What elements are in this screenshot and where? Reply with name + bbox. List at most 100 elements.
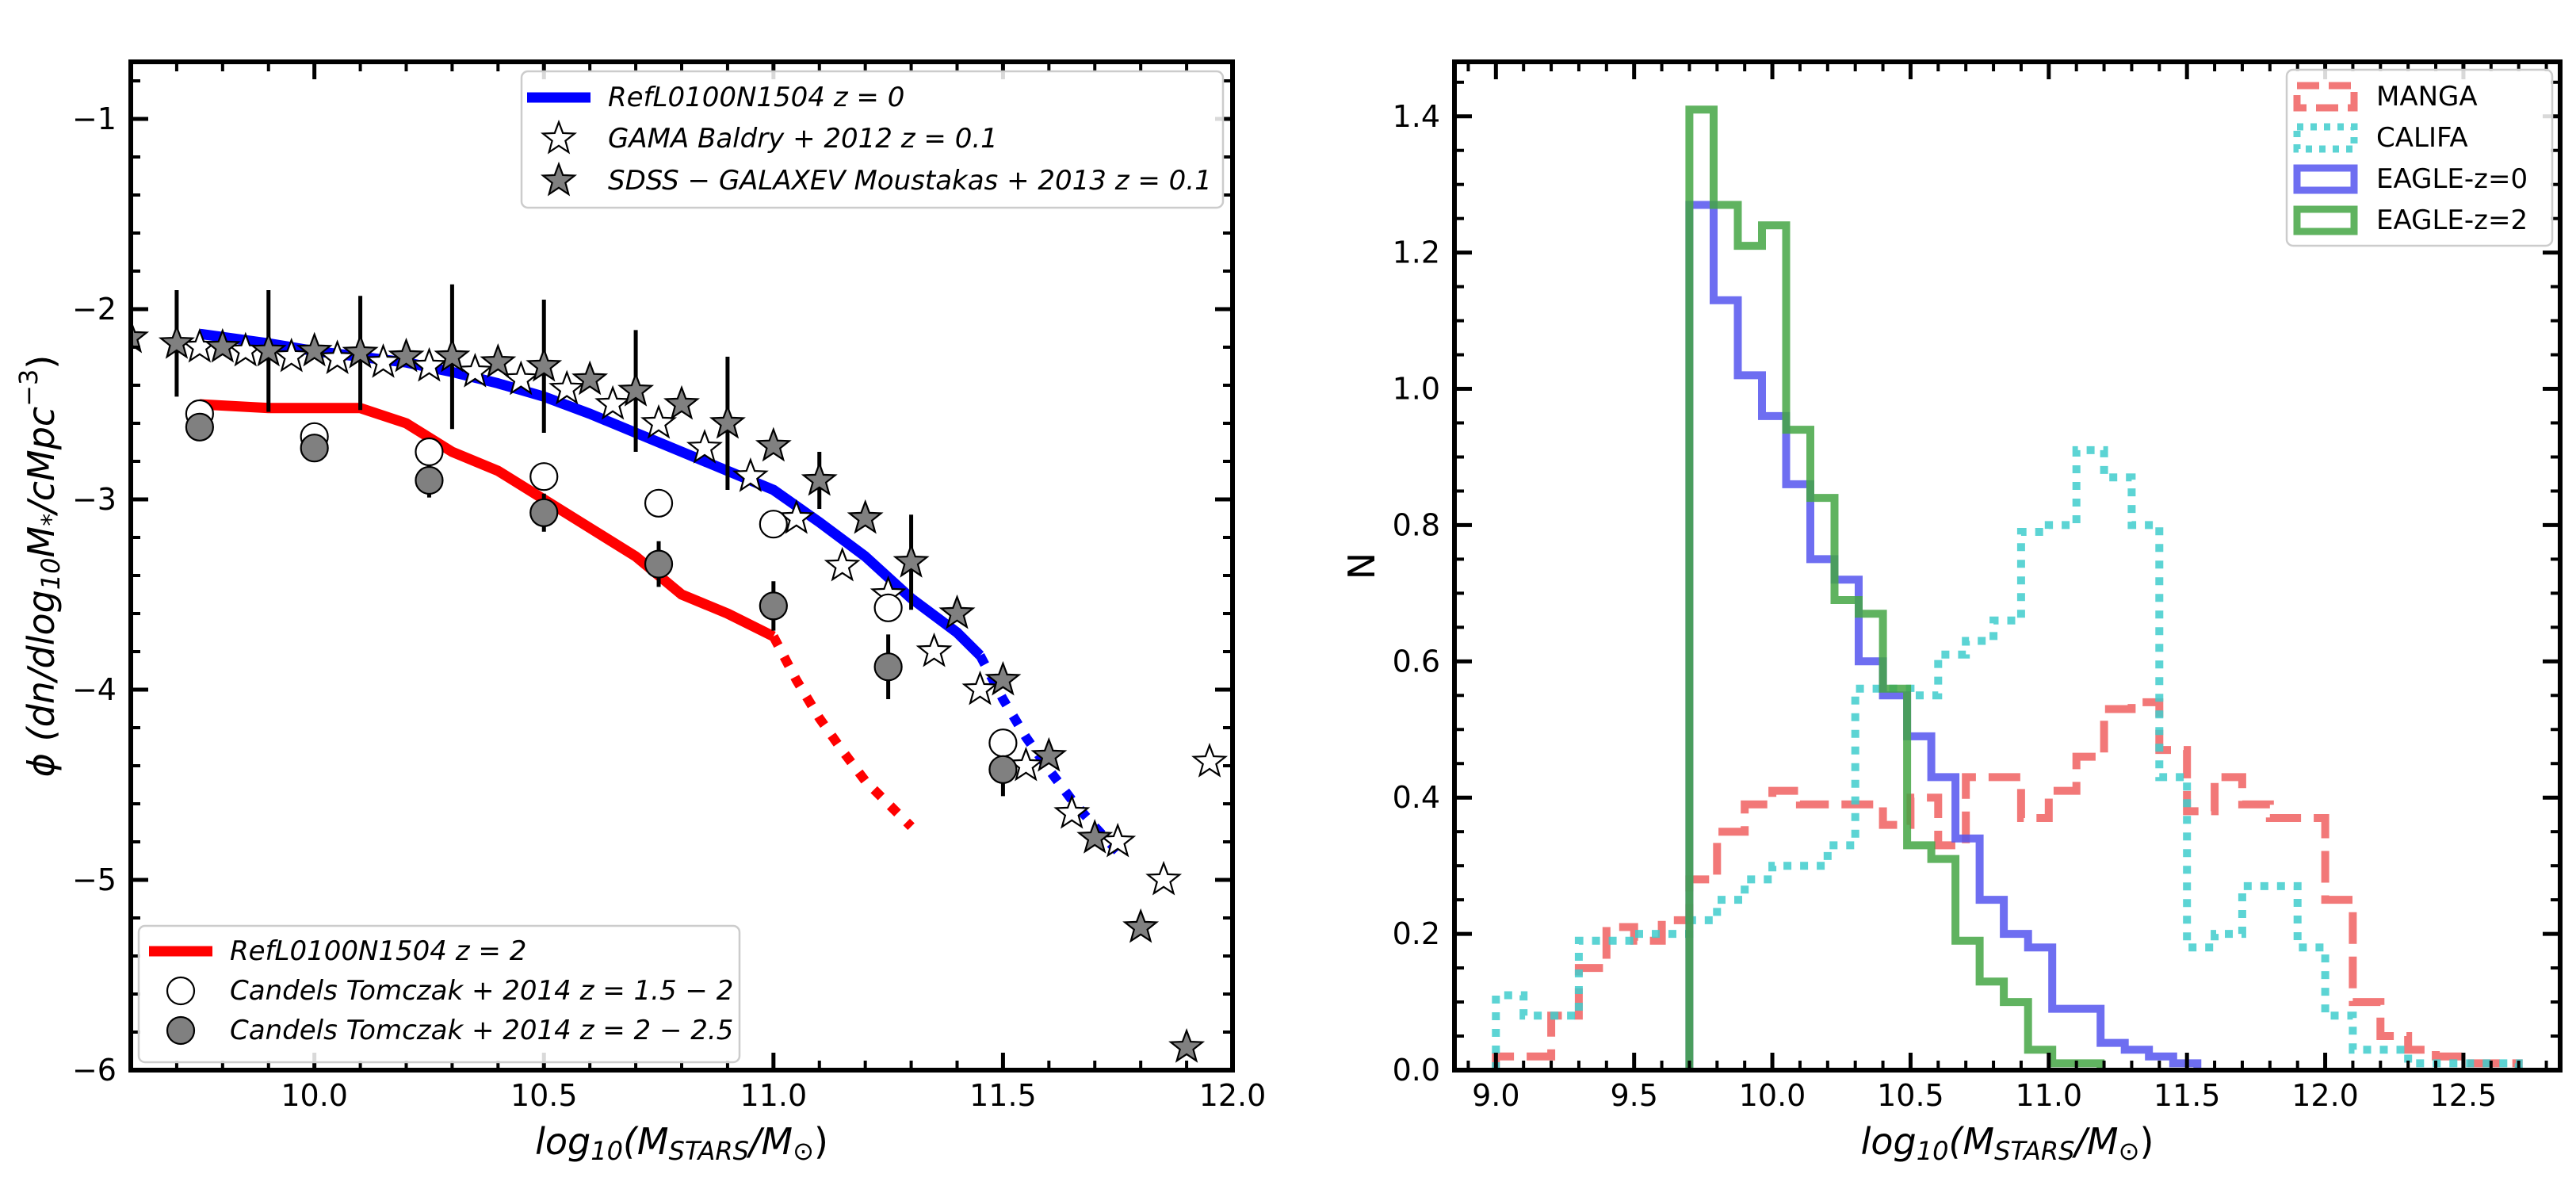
histogram-califa <box>1492 445 2523 1070</box>
marker-6-4 <box>644 488 674 518</box>
left-data-group <box>131 284 1229 1063</box>
y-tick-label: 0.6 <box>1393 644 1440 679</box>
y-tick-label: 0.8 <box>1393 507 1440 542</box>
y-tick-label: 0.0 <box>1393 1053 1440 1088</box>
marker-6-7 <box>988 728 1018 758</box>
marker-4-7 <box>503 360 540 396</box>
y-tick-label: 1.4 <box>1393 99 1440 134</box>
marker-5-1 <box>158 324 195 359</box>
legend-entry-eagle-z-0: EAGLE-z=0 <box>2293 163 2528 195</box>
marker-5-17 <box>892 543 930 578</box>
marker-7-1 <box>300 434 329 463</box>
legend-label: Candels Tomczak + 2014 z = 2 − 2.5 <box>230 1015 733 1046</box>
marker-4-17 <box>961 670 999 705</box>
legend-patch <box>2293 123 2358 153</box>
marker-5-23 <box>1168 1028 1206 1063</box>
right-x-axis-label: log10(MSTARS/M⊙) <box>1861 1120 2154 1166</box>
left-y-axis-label: ϕ (dn/dlog10M*/cMpc−3) <box>13 355 66 778</box>
marker-5-7 <box>434 337 471 373</box>
marker-5-15 <box>801 461 838 496</box>
legend-frame <box>520 70 1225 209</box>
marker-5-14 <box>755 426 792 462</box>
marker-4-4 <box>365 343 402 378</box>
left-legend-upper: RefL0100N1504 z = 0 GAMA Baldry + 2012 z … <box>520 70 1225 209</box>
marker-7-0 <box>185 412 214 442</box>
y-tick-label: 1.2 <box>1393 235 1440 270</box>
histogram-manga <box>1492 698 2523 1070</box>
marker-5-0 <box>131 318 150 354</box>
marker-5-6 <box>388 337 425 373</box>
marker-5-8 <box>480 343 517 378</box>
series-line-1 <box>976 653 1122 855</box>
left-y-axis: −1 −2 −3 −4 −5 −6 <box>72 79 1233 1088</box>
right-panel-plot-area: 9.0 9.5 10.0 10.5 11.0 11.5 12.0 12.50.00.20.40… <box>1340 59 2563 1166</box>
left-legend-lower: RefL0100N1504 z = 2 Candels Tomczak + 201… <box>137 924 741 1064</box>
legend-label: CALIFA <box>2376 122 2468 154</box>
y-tick-label: −4 <box>72 672 117 707</box>
marker-4-11 <box>686 429 723 464</box>
legend-entry-ref-z0: RefL0100N1504 z = 0 <box>527 82 904 113</box>
marker-4-19 <box>1053 793 1091 829</box>
legend-frame <box>2285 68 2554 247</box>
marker-5-22 <box>1122 908 1160 943</box>
marker-4-21 <box>1145 860 1183 896</box>
legend-patch <box>2293 205 2358 235</box>
x-tick-label: 10.0 <box>281 1078 348 1113</box>
marker-5-4 <box>296 331 333 367</box>
marker-4-2 <box>273 337 310 373</box>
legend-frame <box>137 924 741 1064</box>
x-tick-label: 12.5 <box>2430 1078 2498 1113</box>
legend-label: GAMA Baldry + 2012 z = 0.1 <box>608 123 998 155</box>
legend-entry-manga: MANGA <box>2293 81 2478 113</box>
marker-4-8 <box>548 369 586 405</box>
right-data-group <box>1492 105 2523 1070</box>
x-tick-label: 9.0 <box>1472 1078 1519 1113</box>
marker-4-9 <box>594 384 632 420</box>
x-tick-label: 11.0 <box>740 1078 808 1113</box>
legend-label: EAGLE-z=2 <box>2376 205 2528 236</box>
y-tick-label: −5 <box>72 862 117 897</box>
marker-5-19 <box>984 660 1022 696</box>
marker-5-10 <box>571 360 609 396</box>
marker-7-2 <box>415 465 444 495</box>
legend-label: Candels Tomczak + 2014 z = 1.5 − 2 <box>230 975 733 1007</box>
y-tick-label: −2 <box>72 292 117 327</box>
marker-4-10 <box>640 403 678 439</box>
legend-label: SDSS − GALAXEV Moustakas + 2013 z = 0.1 <box>608 165 1212 197</box>
marker-5-5 <box>342 334 379 369</box>
histogram-eagle-z-2 <box>1685 105 2105 1070</box>
legend-patch <box>2293 82 2358 112</box>
legend-label: RefL0100N1504 z = 2 <box>230 935 526 967</box>
marker-5-2 <box>204 327 241 363</box>
y-tick-label: −1 <box>72 101 117 136</box>
marker-5-9 <box>526 346 563 382</box>
x-tick-label: 10.5 <box>1877 1078 1944 1113</box>
marker-4-13 <box>778 499 815 534</box>
marker-7-7 <box>988 755 1018 784</box>
legend-label: MANGA <box>2376 81 2478 113</box>
marker-5-3 <box>250 331 287 367</box>
legend-patch <box>2293 164 2358 194</box>
legend-entry-gama: GAMA Baldry + 2012 z = 0.1 <box>540 119 998 155</box>
legend-entry-candels-1: Candels Tomczak + 2014 z = 1.5 − 2 <box>166 975 733 1007</box>
left-panel-plot-area: 10.0 10.5 11.0 11.5 12.0 −1 −2 −3 −4 −5 −6 log10(MS… <box>13 59 1266 1166</box>
legend-entry-candels-2: Candels Tomczak + 2014 z = 2 − 2.5 <box>166 1015 733 1046</box>
x-tick-label: 9.5 <box>1610 1078 1657 1113</box>
marker-4-3 <box>319 339 356 374</box>
x-tick-label: 11.5 <box>969 1078 1037 1113</box>
marker-4-16 <box>915 632 953 667</box>
marker-4-6 <box>457 353 494 388</box>
right-axes-frame <box>1452 59 2563 1073</box>
marker-7-3 <box>529 498 559 527</box>
x-tick-label: 10.0 <box>1739 1078 1806 1113</box>
marker-4-22 <box>1191 743 1229 778</box>
marker-6-2 <box>415 437 444 467</box>
marker-5-13 <box>709 403 746 439</box>
legend-marker-handle <box>166 1015 196 1046</box>
marker-5-20 <box>1030 736 1068 772</box>
marker-5-11 <box>617 372 655 407</box>
legend-label: RefL0100N1504 z = 0 <box>608 82 904 113</box>
legend-label: EAGLE-z=0 <box>2376 163 2528 195</box>
marker-6-5 <box>759 510 788 539</box>
